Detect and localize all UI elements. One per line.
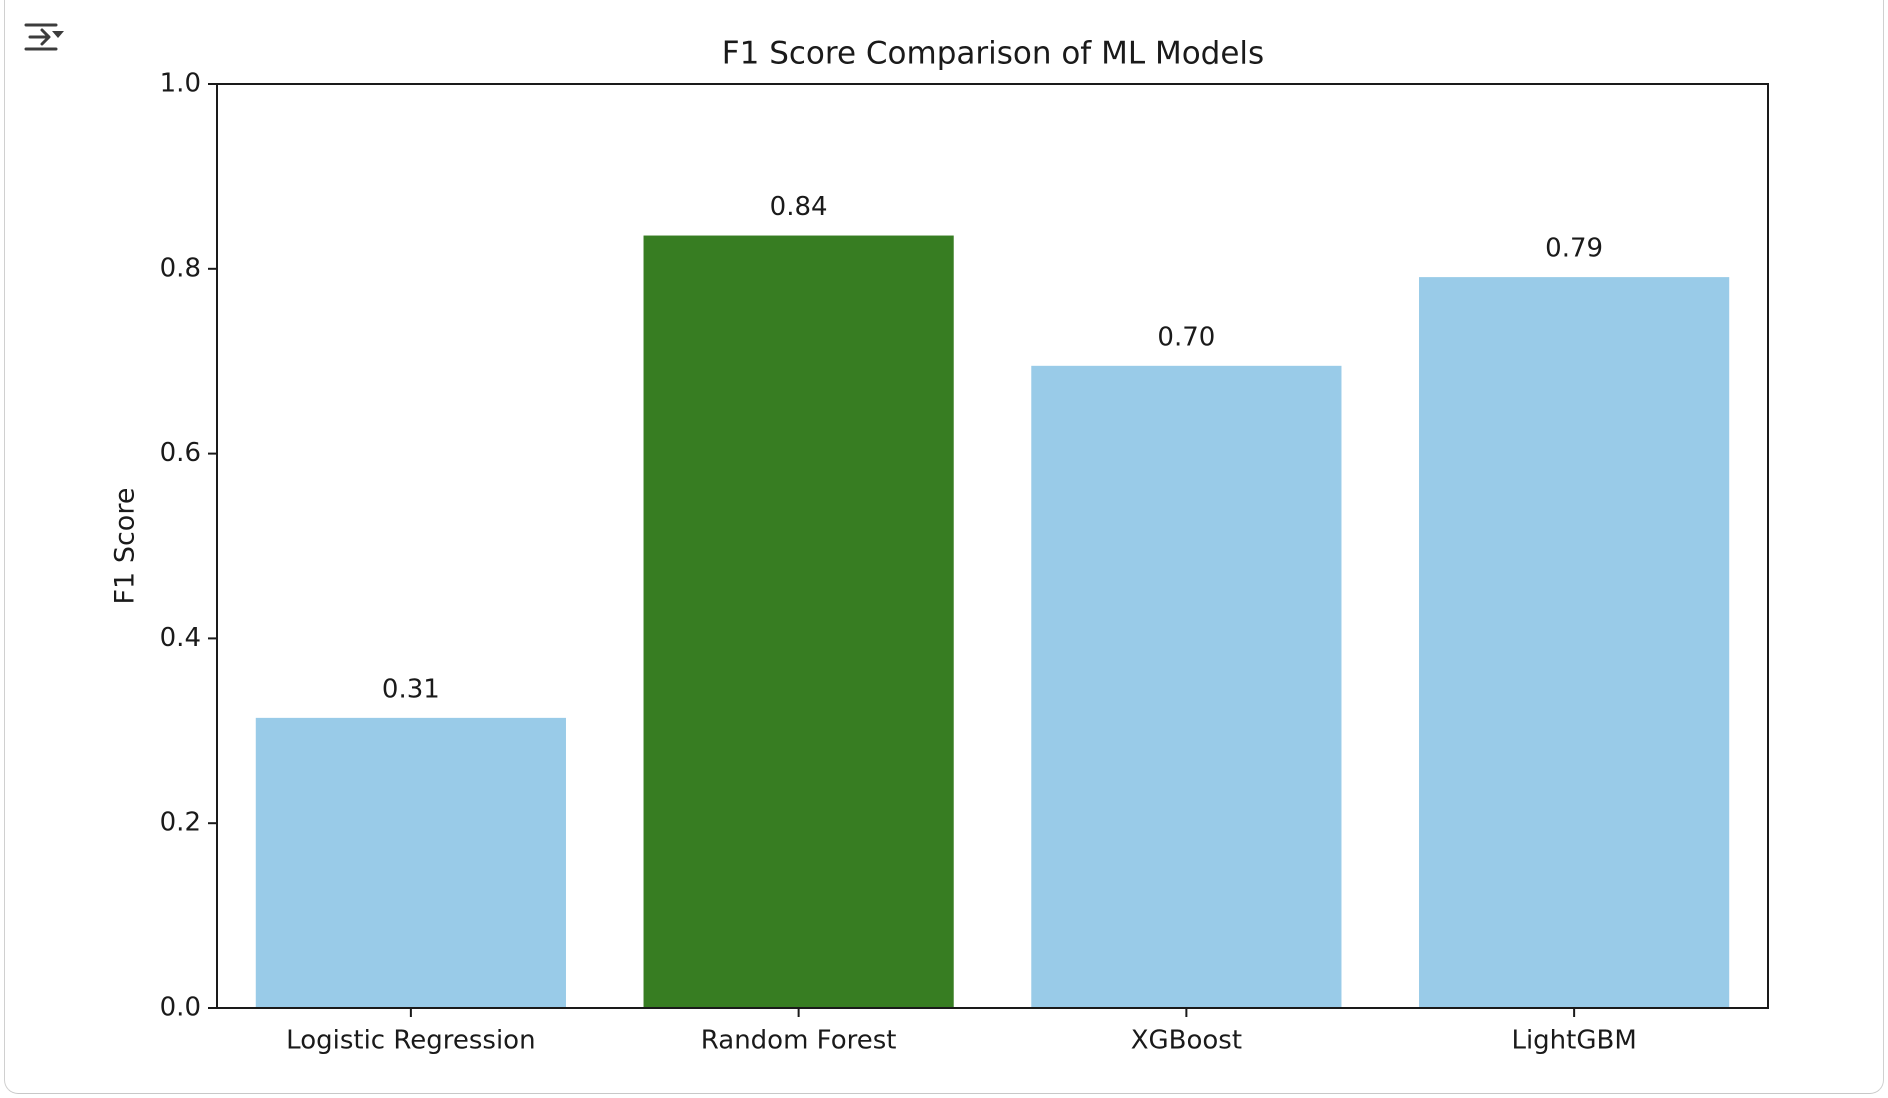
y-tick-label: 0.0: [160, 993, 201, 1023]
output-collapse-icon: [24, 23, 64, 51]
bar-value-label: 0.31: [382, 674, 440, 704]
bar-value-label: 0.84: [770, 192, 828, 222]
y-tick-label: 0.4: [160, 623, 201, 653]
bar-value-label: 0.70: [1157, 322, 1215, 352]
x-tick-label: LightGBM: [1511, 1026, 1636, 1056]
x-tick-label: XGBoost: [1131, 1026, 1242, 1056]
y-axis-label: F1 Score: [110, 488, 141, 605]
y-tick-label: 0.6: [160, 438, 201, 468]
bar: [643, 235, 954, 1008]
bars-layer: 0.31 0.84 0.70 0.79: [255, 192, 1730, 1009]
x-tick-label: Random Forest: [701, 1026, 897, 1056]
y-tick-label: 0.2: [160, 808, 201, 838]
plot-frame: [216, 83, 1769, 1009]
y-tick-label: 1.0: [160, 69, 201, 99]
chart-title: F1 Score Comparison of ML Models: [722, 36, 1264, 72]
bar: [255, 717, 566, 1008]
axis-ticks: Logistic Regression Random Forest XGBoost L…: [160, 69, 1637, 1056]
output-collapse-button[interactable]: [22, 16, 70, 58]
bar: [1031, 365, 1342, 1008]
y-tick-label: 0.8: [160, 253, 201, 283]
bar: [1419, 277, 1730, 1009]
bar-value-label: 0.79: [1545, 234, 1603, 264]
x-tick-label: Logistic Regression: [286, 1026, 535, 1056]
